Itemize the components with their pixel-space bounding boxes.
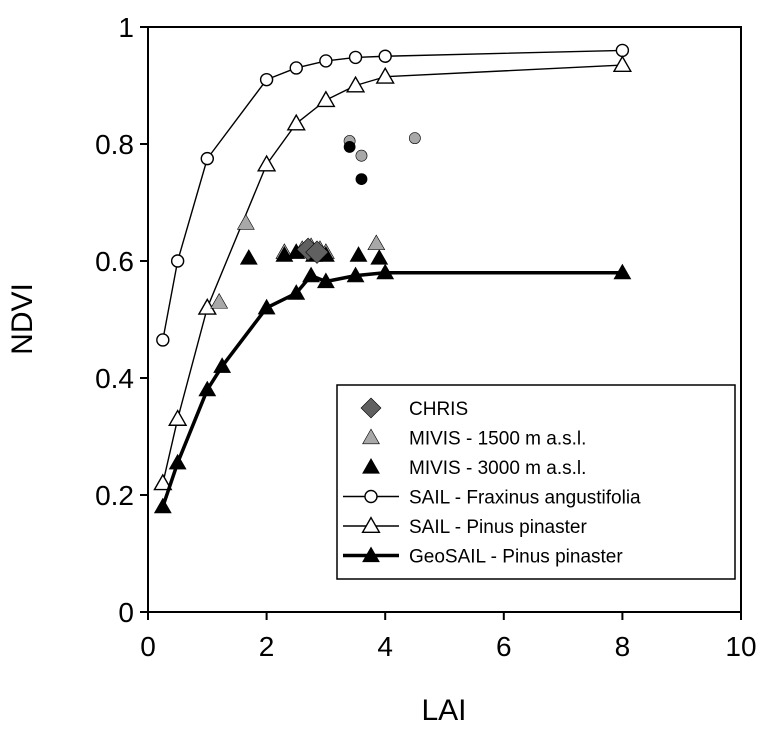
legend-label: MIVIS - 3000 m a.s.l.	[409, 458, 586, 479]
open-triangle-point	[316, 90, 336, 108]
filled-circle-point	[408, 132, 421, 145]
open-triangle-point	[361, 516, 381, 533]
filled-triangle-point	[362, 457, 380, 474]
filled-triangle-point	[210, 292, 229, 309]
legend-label: SAIL - Fraxinus angustifolia	[409, 488, 641, 509]
filled-triangle-point	[362, 546, 380, 563]
x-tick-label: 6	[496, 631, 512, 662]
series-group	[343, 141, 368, 185]
y-tick-label: 1	[118, 12, 134, 43]
open-circle-point	[378, 49, 392, 63]
x-tick-label: 0	[140, 631, 156, 662]
x-tick-label: 2	[259, 631, 275, 662]
open-circle-point	[319, 54, 333, 68]
legend-label: GeoSAIL - Pinus pinaster	[409, 547, 623, 568]
filled-triangle-point	[239, 249, 258, 265]
filled-triangle-point	[198, 380, 217, 397]
series-group	[153, 263, 632, 514]
filled-triangle-point	[362, 428, 380, 445]
legend-entry: CHRIS	[360, 397, 468, 420]
plot-area-frame	[147, 26, 742, 613]
filled-triangle-point	[257, 298, 276, 315]
y-tick-label: 0.6	[95, 246, 134, 277]
x-tick-label: 8	[615, 631, 631, 662]
legend-label: SAIL - Pinus pinaster	[409, 517, 587, 538]
open-circle-point	[348, 50, 363, 65]
x-tick-label: 10	[725, 631, 756, 662]
filled-triangle-point	[316, 272, 335, 289]
legend-entry: GeoSAIL - Pinus pinaster	[343, 546, 623, 568]
series-group	[156, 43, 630, 347]
filled-triangle-point	[302, 266, 320, 283]
y-tick-label: 0.2	[95, 480, 134, 511]
open-circle-point	[200, 151, 215, 166]
filled-triangle-point	[346, 266, 365, 283]
y-tick-label: 0.4	[95, 363, 134, 394]
x-axis-title: LAI	[421, 694, 466, 727]
series-line	[162, 49, 623, 341]
diamond-point	[305, 240, 329, 264]
filled-triangle-point	[168, 453, 187, 470]
open-triangle-point	[153, 473, 173, 491]
open-circle-point	[156, 333, 170, 347]
filled-circle-point	[355, 149, 368, 162]
legend-label: CHRIS	[409, 399, 468, 420]
filled-triangle-point	[613, 263, 632, 280]
open-triangle-point	[256, 154, 277, 172]
filled-triangle-point	[153, 497, 172, 514]
x-tick-label: 4	[377, 631, 393, 662]
filled-circle-point	[355, 173, 368, 185]
open-triangle-point	[375, 66, 395, 84]
open-circle-point	[259, 72, 274, 87]
open-circle-point	[289, 61, 303, 75]
series-group	[343, 132, 421, 162]
open-circle-point	[170, 254, 185, 268]
series-group	[296, 237, 329, 264]
legend-entry: MIVIS - 3000 m a.s.l.	[362, 457, 586, 479]
filled-triangle-point	[287, 284, 306, 300]
y-tick-label: 0.8	[95, 129, 134, 160]
filled-triangle-point	[367, 234, 386, 251]
y-axis-title: NDVI	[6, 283, 39, 355]
open-triangle-point	[345, 75, 366, 93]
axis-layer: 0 2 4 6 8 10 0 0.2 0.4 0.6 0.8 1	[95, 12, 757, 662]
filled-triangle-point	[376, 263, 395, 280]
legend: CHRIS MIVIS - 1500 m a.s.l. MIVIS - 3000 m…	[336, 384, 736, 580]
filled-triangle-point	[349, 246, 368, 262]
filled-triangle-point	[370, 249, 389, 265]
open-triangle-point	[286, 113, 306, 131]
legend-box	[336, 384, 736, 580]
open-circle-point	[615, 43, 630, 58]
filled-circle-point	[343, 141, 356, 153]
filled-triangle-point	[236, 213, 255, 230]
filled-triangle-point	[213, 357, 232, 373]
open-circle-point	[364, 489, 378, 504]
series-layer	[153, 43, 633, 514]
open-triangle-point	[612, 55, 633, 73]
open-triangle-point	[168, 409, 188, 426]
diamond-point	[360, 397, 382, 419]
legend-entry: MIVIS - 1500 m a.s.l.	[362, 428, 586, 450]
legend-label: MIVIS - 1500 m a.s.l.	[409, 429, 586, 450]
series-group	[153, 55, 633, 491]
legend-entry: SAIL - Pinus pinaster	[343, 516, 587, 538]
y-tick-label: 0	[118, 597, 134, 628]
legend-entry: SAIL - Fraxinus angustifolia	[343, 488, 641, 509]
